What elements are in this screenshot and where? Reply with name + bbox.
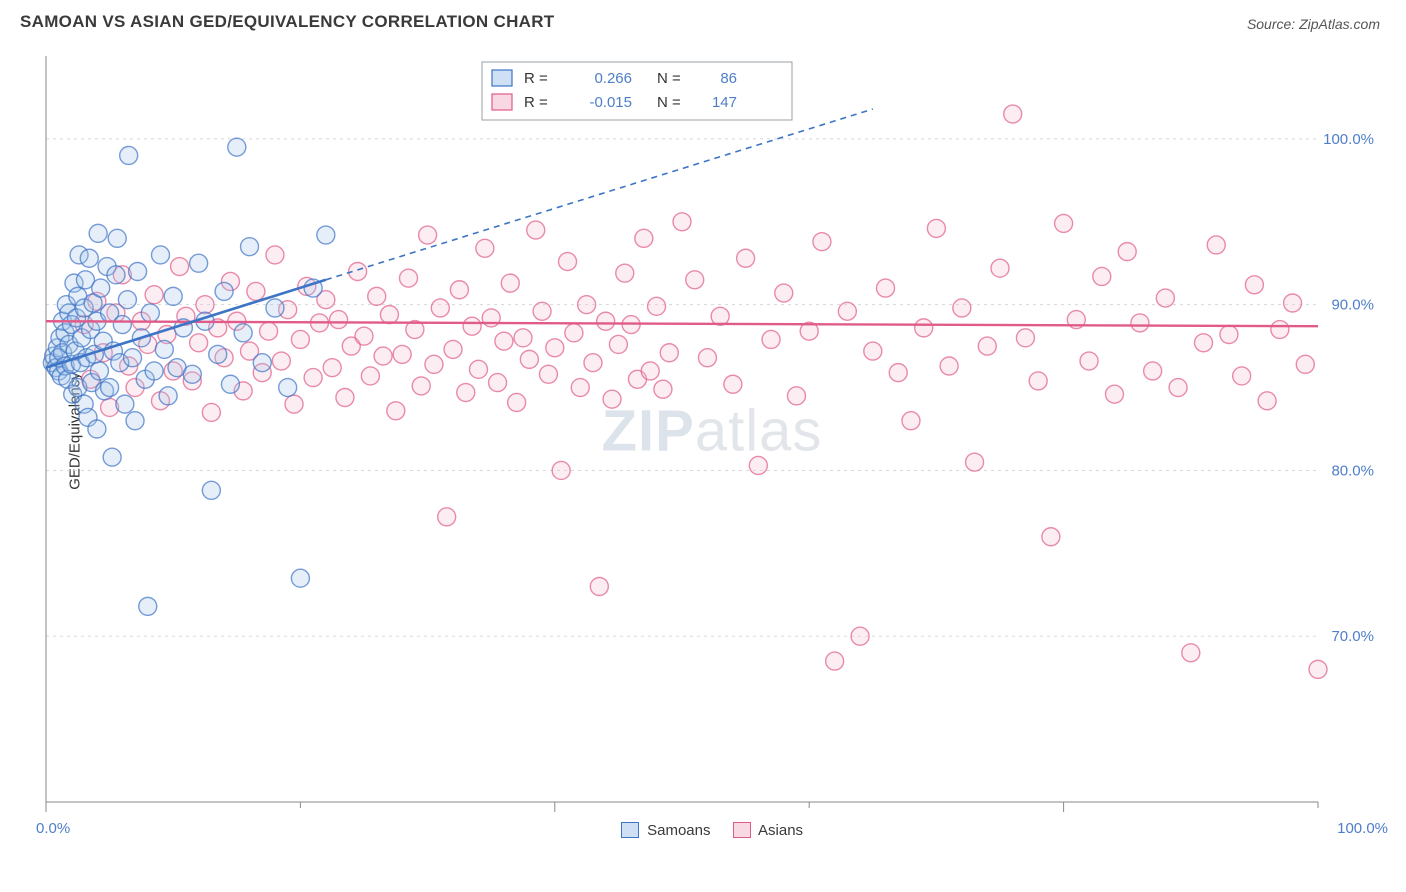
legend-swatch-samoans (621, 822, 639, 838)
legend-swatch-asians (733, 822, 751, 838)
svg-text:N =: N = (657, 94, 681, 111)
svg-text:R =: R = (524, 94, 548, 111)
svg-text:R =: R = (524, 70, 548, 87)
svg-text:147: 147 (712, 94, 737, 111)
svg-text:-0.015: -0.015 (589, 94, 632, 111)
svg-text:86: 86 (720, 70, 737, 87)
svg-text:100.0%: 100.0% (1323, 131, 1374, 148)
legend-label-asians: Asians (758, 822, 803, 839)
svg-text:0.266: 0.266 (594, 70, 632, 87)
source-label: Source: ZipAtlas.com (1247, 16, 1380, 32)
svg-text:N =: N = (657, 70, 681, 87)
legend-bottom: Samoans Asians (0, 822, 1406, 839)
chart-title: SAMOAN VS ASIAN GED/EQUIVALENCY CORRELAT… (20, 12, 555, 32)
svg-text:80.0%: 80.0% (1331, 462, 1374, 479)
svg-text:70.0%: 70.0% (1331, 628, 1374, 645)
plot-area: GED/Equivalency 70.0%80.0%90.0%100.0%R =… (42, 48, 1382, 814)
legend-label-samoans: Samoans (647, 822, 710, 839)
scatter-plot: 70.0% 80.0% 90.0% 100.0% R = 0.266 N = 86 R = -0.… (42, 48, 1382, 814)
svg-text:90.0%: 90.0% (1331, 297, 1374, 314)
